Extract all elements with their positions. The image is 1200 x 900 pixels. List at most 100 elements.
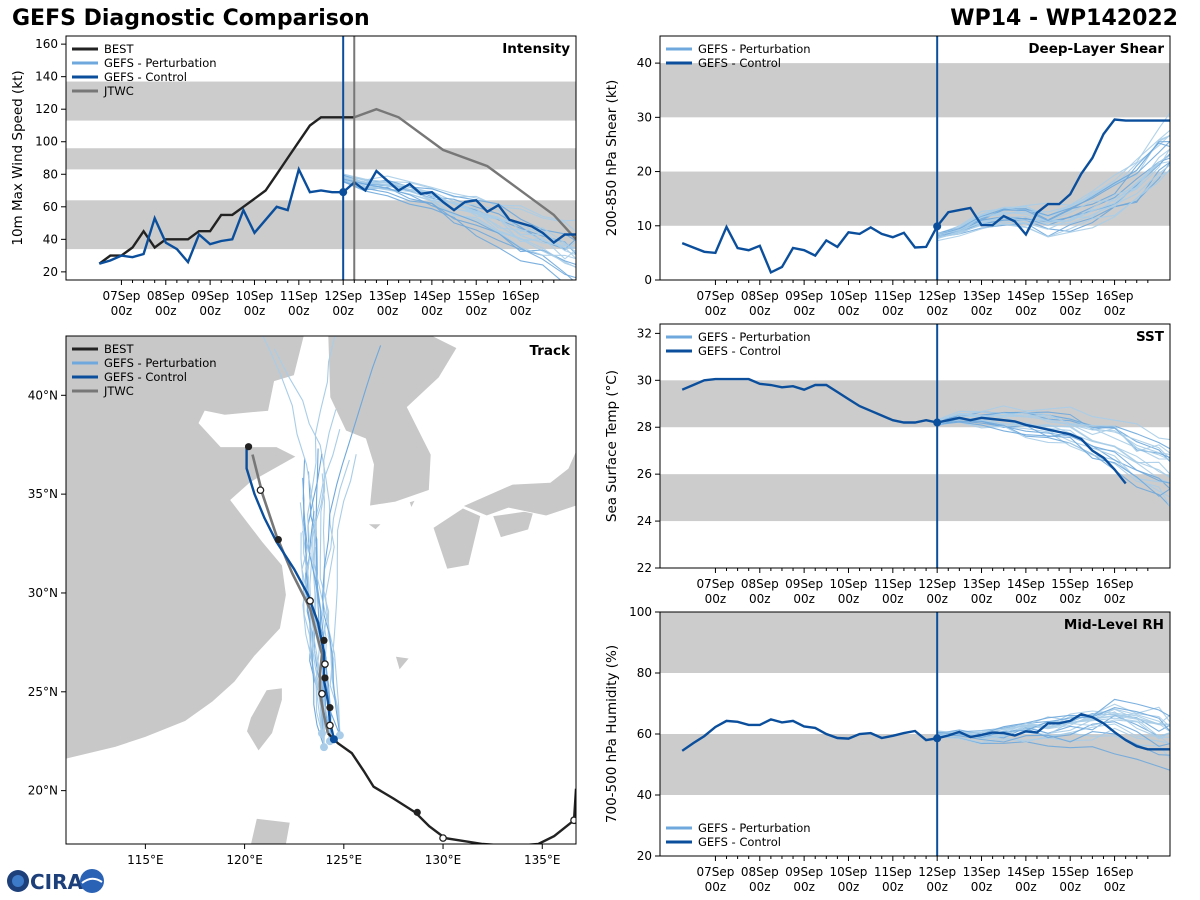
legend-label-jtwc: JTWC [103,384,134,398]
perturbation-track [300,532,323,734]
land-taiwan [246,687,283,752]
panel-title-rh: Mid-Level RH [1064,617,1164,633]
logo-text: CIRA [30,870,84,894]
plot-area-rh [660,612,1170,795]
perturbation-line [343,179,576,268]
jtwc-track-point [318,689,326,698]
panel-title-track: Track [530,343,571,359]
x-tick-label: 15Sep 00z [1051,577,1089,606]
x-tick-label: 13Sep 00z [963,577,1001,606]
land-tsushima [408,499,417,510]
x-tick-label: 07Sep 00z [102,289,140,318]
y-tick-label: 20 [637,849,652,863]
best-line [98,116,355,265]
perturbation-line [937,707,1170,738]
x-tick-label: 13Sep 00z [963,865,1001,894]
panel-track: 115°E 120°E 125°E 130°E 135°E 20°N 25°N 30°N 35°… [28,335,577,867]
band-intensity-2 [66,81,576,121]
legend-label-control: GEFS - Control [698,835,781,849]
x-tick-label: 14Sep 00z [1007,865,1045,894]
x-tick-label: 07Sep 00z [696,577,734,606]
x-tick-label: 10Sep 00z [830,577,868,606]
x-tick-label: 12Sep 00z [918,289,956,318]
perturbation-line [937,414,1170,455]
x-tick-label: 09Sep 00z [785,289,823,318]
plot-area-sst [660,377,1170,522]
x-tick-label: 09Sep 00z [785,865,823,894]
cira-logo: CIRA [7,869,104,894]
x-tick-label: 13Sep 00z [963,289,1001,318]
jtwc-track-point [326,721,334,730]
perturbation-track [329,454,357,736]
legend-label-perturbation: GEFS - Perturbation [104,356,217,370]
legend-label-control: GEFS - Control [104,370,187,384]
land-jeju [366,523,383,531]
perturbation-line [937,405,1170,441]
best-track-point [413,808,421,816]
panel-frame-track [65,335,577,845]
x-tick-label: 15Sep 00z [1051,865,1089,894]
perturbation-line [937,164,1170,238]
x-tick-label: 16Sep 00z [1096,577,1134,606]
y-tick-label: 22 [637,561,652,575]
perturbation-track [315,448,325,734]
y-tick-label: 32 [637,326,652,340]
control-start-point [329,735,338,744]
perturbation-line [343,178,576,279]
perturbation-line [937,162,1170,238]
x-tick-label: 11Sep 00z [874,577,912,606]
perturbation-track [322,345,382,736]
x-tick-label: 11Sep 00z [874,865,912,894]
y-tick-label: 30 [637,110,652,124]
x-tick-label: 09Sep 00z [191,289,229,318]
perturbation-line [937,421,1170,497]
land-honshu [461,450,576,517]
y-tick-label: 40 [637,788,652,802]
legend-label-best: BEST [104,342,134,356]
x-tick-label: 14Sep 00z [1007,289,1045,318]
y-tick-label: 40 [637,56,652,70]
ensemble-start-point [317,729,326,738]
band-sst-1 [660,380,1170,428]
perturbation-track [302,482,325,734]
perturbation-line [343,173,576,253]
best-track-point [244,443,253,451]
band-rh-1 [660,612,1170,673]
y-tick-label: 10 [637,219,652,233]
y-tick-label: 80 [637,666,652,680]
panel-title-sst: SST [1136,329,1165,345]
perturbation-line [343,177,576,249]
y-tick-label: 26 [637,467,652,481]
x-tick-label: 11Sep 00z [280,289,318,318]
land-china [66,336,305,760]
x-tick-label: 08Sep 00z [741,865,779,894]
x-tick-label: 08Sep 00z [741,577,779,606]
init-point [933,418,942,427]
jtwc-track-point [256,486,265,495]
perturbation-line [937,421,1170,508]
land-luzon [250,817,291,844]
perturbation-track [302,477,325,748]
perturbation-line [937,420,1170,507]
storm-id-title: WP14 - WP142022 [950,6,1178,31]
jtwc-track-point [570,816,576,825]
y-tick-label: 80 [43,167,58,181]
ensemble-start-point [335,731,344,740]
x-tick-label: 130°E [425,853,462,867]
perturbation-line [937,719,1170,735]
x-tick-label: 12Sep 00z [324,289,362,318]
control-line [681,377,1127,485]
y-tick-label: 24 [637,514,652,528]
legend-label-control: GEFS - Control [698,56,781,70]
x-tick-label: 12Sep 00z [918,865,956,894]
x-tick-label: 15Sep 00z [1051,289,1089,318]
y-tick-label: 35°N [28,487,58,501]
y-tick-label: 160 [35,37,58,51]
x-tick-label: 16Sep 00z [502,289,540,318]
map-area [66,336,576,844]
panel-title-shear: Deep-Layer Shear [1028,41,1164,57]
x-tick-label: 11Sep 00z [874,289,912,318]
best-track-point [320,636,328,645]
y-tick-label: 100 [35,135,58,149]
